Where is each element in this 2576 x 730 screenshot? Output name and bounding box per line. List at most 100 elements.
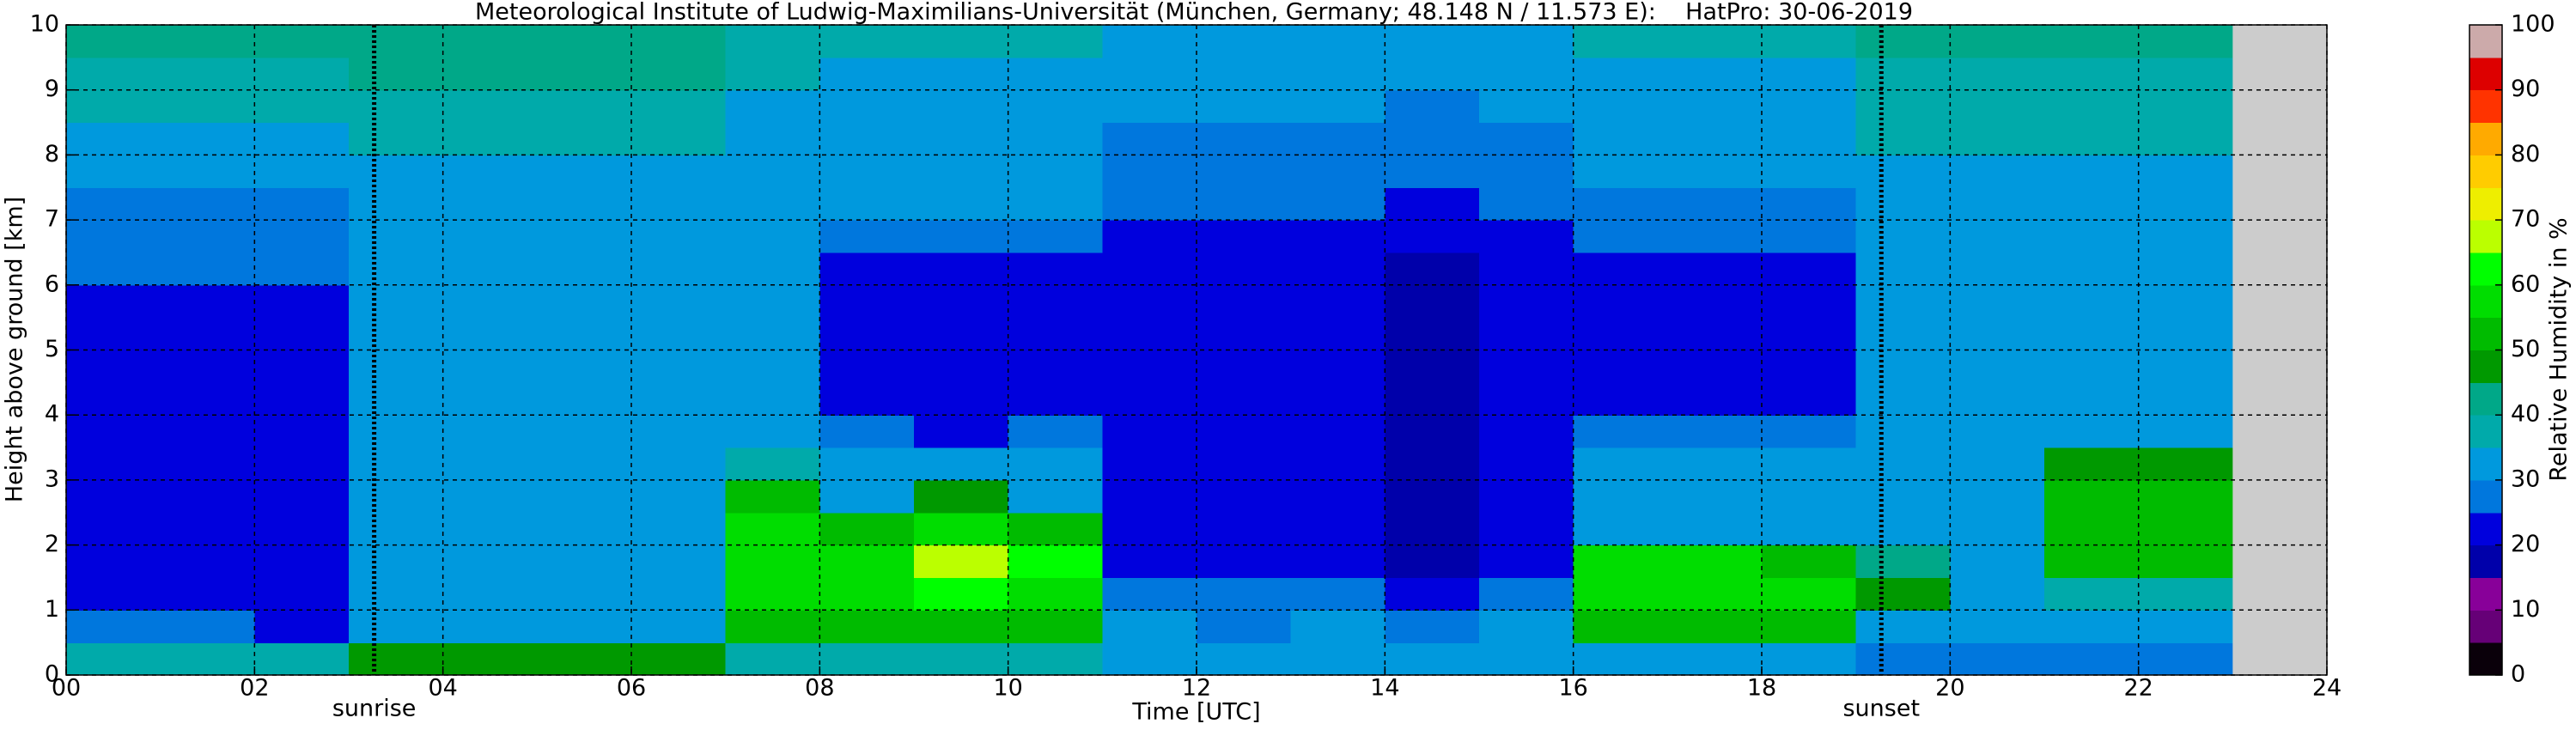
colorbar-tick-label: 0: [2511, 661, 2525, 688]
heatmap-cell: [1385, 284, 1480, 319]
heatmap-cell: [1855, 577, 1951, 611]
heatmap-cell: [537, 25, 632, 58]
heatmap-cell: [1102, 122, 1197, 155]
heatmap-cell: [1762, 544, 1857, 579]
heatmap-cell: [1102, 284, 1197, 319]
heatmap-cell: [1290, 382, 1385, 416]
heatmap-cell: [1479, 155, 1574, 188]
heatmap-cell: [2044, 544, 2140, 579]
heatmap-cell: [1762, 317, 1857, 351]
colorbar-swatch: [2469, 284, 2502, 319]
heatmap-cell: [160, 220, 255, 253]
heatmap-cell: [349, 252, 444, 286]
heatmap-cell: [1197, 252, 1292, 286]
heatmap-cell: [1102, 57, 1197, 91]
heatmap-cell: [1762, 89, 1857, 124]
heatmap-cell: [66, 122, 161, 155]
heatmap-cell: [1667, 284, 1763, 319]
heatmap-cell: [631, 382, 727, 416]
heatmap-cell: [349, 350, 444, 383]
heatmap-cell: [1855, 479, 1951, 514]
heatmap-cell: [1385, 642, 1480, 676]
heatmap-cell: [442, 89, 538, 124]
heatmap-cell: [254, 512, 350, 546]
colorbar-swatch: [2469, 350, 2502, 383]
heatmap-cell: [349, 25, 444, 58]
heatmap-cell: [1290, 284, 1385, 319]
heatmap-cell: [160, 155, 255, 188]
y-axis-label: Height above ground [km]: [2, 197, 28, 502]
heatmap-cell: [2138, 544, 2233, 579]
heatmap-cell: [725, 155, 820, 188]
heatmap-cell: [725, 382, 820, 416]
heatmap-cell: [254, 252, 350, 286]
heatmap-cell: [66, 220, 161, 253]
heatmap-cell: [66, 382, 161, 416]
heatmap-cell: [631, 350, 727, 383]
heatmap-cell: [1573, 350, 1668, 383]
heatmap-cell: [1008, 57, 1103, 91]
heatmap-cell: [1667, 89, 1763, 124]
colorbar-tick-label: 50: [2511, 336, 2540, 362]
heatmap-cell: [631, 252, 727, 286]
heatmap-cell: [2138, 187, 2233, 221]
heatmap-cell: [1008, 512, 1103, 546]
colorbar-swatch: [2469, 57, 2502, 91]
colorbar-swatch: [2469, 155, 2502, 188]
heatmap-cell: [1950, 382, 2045, 416]
no-data-region: [2232, 25, 2327, 675]
heatmap-cell: [66, 57, 161, 91]
heatmap-cell: [1290, 155, 1385, 188]
heatmap-cell: [254, 382, 350, 416]
heatmap-cell: [160, 350, 255, 383]
heatmap-cell: [1573, 57, 1668, 91]
heatmap-cell: [1950, 512, 2045, 546]
heatmap-cell: [66, 447, 161, 481]
heatmap-cell: [537, 382, 632, 416]
heatmap-cell: [1573, 447, 1668, 481]
heatmap-cell: [349, 610, 444, 643]
heatmap-cell: [725, 479, 820, 514]
heatmap-cell: [1479, 317, 1574, 351]
heatmap-cell: [1950, 155, 2045, 188]
y-tick-label: 9: [45, 76, 59, 102]
heatmap-cell: [631, 317, 727, 351]
heatmap-cell: [1008, 479, 1103, 514]
heatmap-cell: [537, 89, 632, 124]
heatmap-cell: [819, 57, 915, 91]
heatmap-cell: [66, 89, 161, 124]
heatmap-cell: [1855, 89, 1951, 124]
heatmap-cell: [254, 317, 350, 351]
heatmap-cell: [254, 122, 350, 155]
heatmap-cell: [631, 187, 727, 221]
heatmap-cell: [66, 25, 161, 58]
heatmap-cell: [725, 122, 820, 155]
x-tick-label: 14: [1370, 675, 1399, 702]
annotation-label: sunset: [1842, 696, 1920, 722]
heatmap-cell: [254, 284, 350, 319]
heatmap-cell: [1573, 479, 1668, 514]
heatmap-cell: [537, 447, 632, 481]
heatmap-cell: [1008, 544, 1103, 579]
heatmap-cell: [1855, 25, 1951, 58]
heatmap-cell: [1290, 642, 1385, 676]
heatmap-cell: [537, 350, 632, 383]
heatmap-cell: [1290, 25, 1385, 58]
heatmap-cell: [1950, 447, 2045, 481]
heatmap-cell: [725, 415, 820, 448]
colorbar-swatch: [2469, 220, 2502, 253]
heatmap-cell: [1290, 350, 1385, 383]
heatmap-cell: [1479, 252, 1574, 286]
colorbar-swatch: [2469, 25, 2502, 58]
heatmap-cell: [2044, 317, 2140, 351]
annotation-label: sunrise: [332, 696, 417, 722]
heatmap-cell: [1855, 155, 1951, 188]
heatmap-cell: [66, 479, 161, 514]
heatmap-cell: [914, 479, 1009, 514]
y-tick-label: 7: [45, 206, 59, 233]
heatmap-cell: [1667, 317, 1763, 351]
heatmap-cell: [725, 577, 820, 611]
heatmap-cell: [1290, 610, 1385, 643]
heatmap-cell: [1855, 610, 1951, 643]
heatmap-cell: [1950, 415, 2045, 448]
